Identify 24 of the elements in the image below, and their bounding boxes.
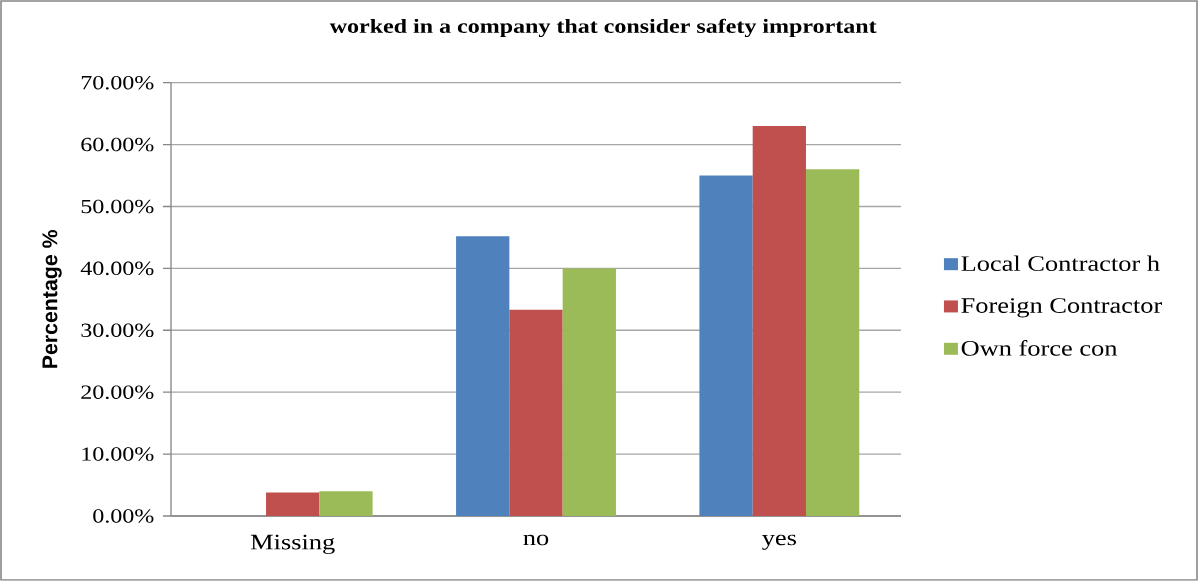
y-tick-label: 70.00% [81, 75, 154, 90]
bar [562, 268, 616, 516]
y-tick-label: 30.00% [81, 323, 154, 338]
y-axis-title: Percentage % [42, 229, 62, 368]
bar [266, 492, 320, 516]
x-tick-label: Missing [250, 534, 335, 555]
y-tick-label: 0.00% [93, 509, 154, 523]
y-tick-label: 20.00% [81, 385, 154, 399]
bar [805, 169, 860, 516]
x-tick-label: no [523, 534, 549, 546]
y-tick-label: 50.00% [81, 199, 154, 214]
y-tick-label: 40.00% [80, 261, 154, 276]
legend-label: Foreign Contractor [961, 298, 1163, 318]
bar [699, 175, 753, 516]
bar [319, 491, 373, 516]
legend-label: Own force con [961, 340, 1118, 356]
x-tick-label: yes [762, 534, 796, 550]
legend-label: Local Contractor h [961, 255, 1160, 272]
bar [752, 126, 806, 516]
bar [456, 236, 510, 516]
chart-title: worked in a company that consider safety imprortant [329, 18, 877, 38]
y-tick-label: 10.00% [82, 447, 154, 461]
bar [509, 309, 563, 516]
y-tick-label: 60.00% [81, 137, 154, 152]
